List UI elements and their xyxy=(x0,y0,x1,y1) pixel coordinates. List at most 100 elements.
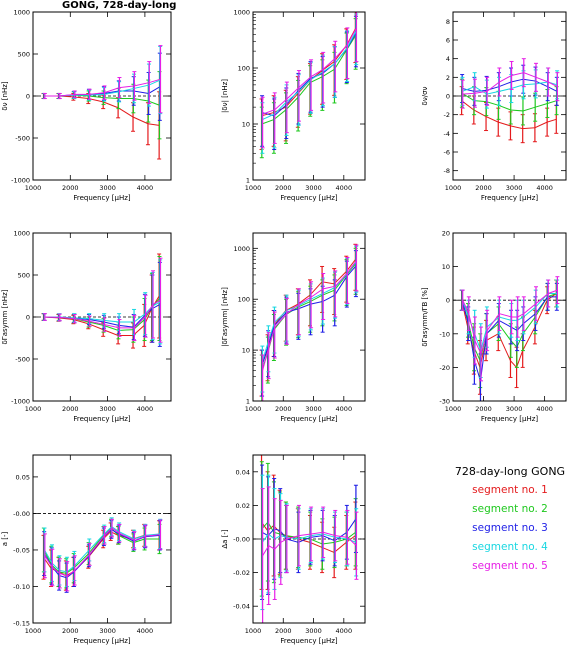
y-tick-label: -4 xyxy=(444,130,450,138)
y-axis-label: |δν| [nHz] xyxy=(221,79,229,113)
y-axis-label: δν [nHz] xyxy=(1,81,9,111)
series-line-5 xyxy=(44,527,161,577)
y-tick-label: -0.02 xyxy=(233,569,250,577)
y-tick-label: 500 xyxy=(18,51,30,59)
x-tick-label: 2000 xyxy=(62,184,79,192)
x-tick-label: 3000 xyxy=(506,405,523,413)
y-tick-label: -500 xyxy=(15,356,30,364)
x-axis-label: Frequency [µHz] xyxy=(280,415,338,423)
chart-panel-8: 1000 2000 3000 4000 Frequency [µHz] -0.04 -0.0… xyxy=(221,454,366,645)
y-tick-label: 10 xyxy=(242,121,250,129)
x-axis-label: Frequency [µHz] xyxy=(280,194,338,202)
y-tick-label: 0 xyxy=(446,93,450,101)
x-tick-label: 3000 xyxy=(99,184,116,192)
y-tick-label: -30 xyxy=(439,398,450,406)
x-axis-label: Frequency [µHz] xyxy=(481,194,539,202)
chart-panel-7: 1000 2000 3000 4000 Frequency [µHz] -0.15 -0.1… xyxy=(1,454,172,645)
series-group xyxy=(259,243,359,401)
series-line-2 xyxy=(461,293,557,363)
series-line-3 xyxy=(261,265,357,366)
x-tick-label: 1000 xyxy=(25,405,42,413)
legend-title: 728-day-long GONG xyxy=(454,465,566,478)
chart-panel-3: 1000 2000 3000 4000 Frequency [µHz] -8 -6 -4 -2 0… xyxy=(421,11,567,202)
y-tick-label: 1000 xyxy=(233,245,250,253)
series-group xyxy=(459,276,560,401)
plot-frame xyxy=(32,454,172,624)
series-line-3 xyxy=(261,32,357,117)
series-group xyxy=(259,455,359,623)
series-line-4 xyxy=(44,301,161,323)
y-tick-label: 2 xyxy=(446,74,450,82)
y-axis-label: a [-] xyxy=(1,531,9,546)
y-tick-label: -20 xyxy=(439,364,450,372)
series-line-5 xyxy=(262,260,357,371)
series-group xyxy=(459,58,560,144)
y-tick-label: -8 xyxy=(444,167,450,175)
series-line-2 xyxy=(43,527,160,574)
legend: 728-day-long GONG segment no. 1 segment … xyxy=(440,462,580,576)
y-tick-label: 0.02 xyxy=(236,502,250,510)
legend-item-segment-3: segment no. 3 xyxy=(472,522,548,534)
series-line-2 xyxy=(261,521,356,545)
y-tick-label: -1000 xyxy=(11,398,30,406)
x-tick-label: 4000 xyxy=(336,627,353,635)
x-tick-label: 2000 xyxy=(475,405,492,413)
series-line-4 xyxy=(261,261,357,362)
x-tick-label: 4000 xyxy=(536,184,553,192)
y-tick-label: 500 xyxy=(18,272,30,280)
chart-panel-6: 1000 2000 3000 4000 Frequency [µHz] -30 -20 -10… xyxy=(421,230,567,423)
y-tick-label: 0 xyxy=(26,93,30,101)
y-axis-label: Δa [-] xyxy=(221,529,229,549)
y-tick-label: -0.00 xyxy=(13,510,30,518)
x-tick-label: 1000 xyxy=(245,627,262,635)
y-tick-label: 1000 xyxy=(13,9,30,17)
x-axis-label: Frequency [µHz] xyxy=(481,415,539,423)
chart-panel-4: 1000 2000 3000 4000 Frequency [µHz] -1000 -500… xyxy=(1,230,172,423)
x-axis-label: Frequency [µHz] xyxy=(280,637,338,645)
y-tick-label: 1 xyxy=(246,398,250,406)
y-tick-label: -0.15 xyxy=(13,620,30,628)
y-tick-label: 100 xyxy=(238,296,250,304)
series-line-4 xyxy=(262,30,357,121)
series-group xyxy=(259,12,359,159)
x-tick-label: 2000 xyxy=(275,627,292,635)
x-tick-label: 4000 xyxy=(137,184,154,192)
x-tick-label: 3000 xyxy=(305,184,322,192)
y-tick-label: 0 xyxy=(26,314,30,322)
x-tick-label: 2000 xyxy=(62,405,79,413)
series-line-4 xyxy=(462,81,558,95)
plot-frame xyxy=(452,232,567,402)
y-tick-label: -10 xyxy=(439,330,450,338)
series-group xyxy=(41,253,163,349)
series-line-5 xyxy=(462,289,558,356)
y-tick-label: 1000 xyxy=(233,9,250,17)
legend-item-segment-4: segment no. 4 xyxy=(472,541,548,553)
y-axis-label: δν/σν xyxy=(421,86,429,105)
legend-item-segment-1: segment no. 1 xyxy=(472,484,548,496)
y-axis-label: δΓasymm/ΓB [%] xyxy=(421,287,429,347)
y-tick-label: 1000 xyxy=(13,230,30,238)
y-tick-label: 6 xyxy=(446,37,450,45)
series-group xyxy=(41,517,163,593)
x-tick-label: 4000 xyxy=(137,627,154,635)
y-tick-label: -6 xyxy=(444,149,450,157)
x-tick-label: 4000 xyxy=(536,405,553,413)
x-axis-label: Frequency [µHz] xyxy=(73,194,131,202)
series-line-5 xyxy=(44,299,161,329)
series-line-1 xyxy=(461,293,557,370)
y-axis-label: δΓasymm [nHz] xyxy=(1,289,9,344)
series-line-3 xyxy=(462,78,558,92)
y-tick-label: 20 xyxy=(442,230,450,238)
x-tick-label: 4000 xyxy=(137,405,154,413)
x-tick-label: 1000 xyxy=(25,627,42,635)
figure-title: GONG, 728-day-long xyxy=(62,0,177,11)
plot-frame xyxy=(252,11,366,181)
chart-panel-1: 1000 2000 3000 4000 Frequency [µHz] -1000 -500… xyxy=(1,9,172,202)
series-line-4 xyxy=(44,525,161,573)
y-tick-label: 0.05 xyxy=(16,473,30,481)
plot-frame xyxy=(252,232,366,402)
x-tick-label: 3000 xyxy=(99,405,116,413)
chart-panel-2: 1000 2000 3000 4000 Frequency [µHz] 1 10 100 100… xyxy=(221,9,366,202)
x-axis-label: Frequency [µHz] xyxy=(73,415,131,423)
x-tick-label: 1000 xyxy=(445,405,462,413)
